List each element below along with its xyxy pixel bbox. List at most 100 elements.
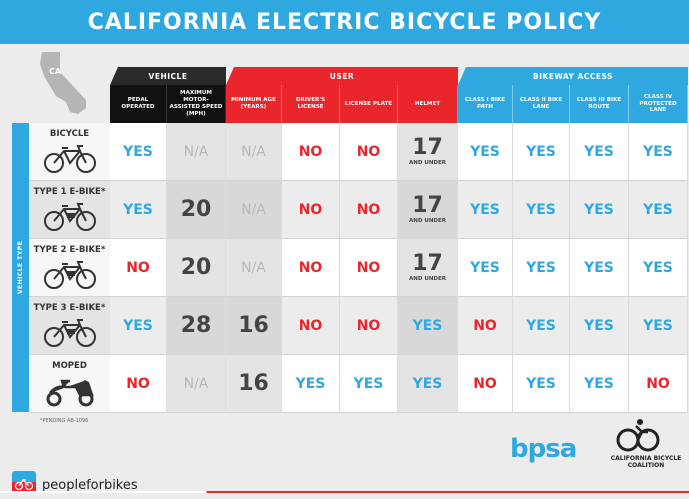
cell-value: NO <box>356 317 381 334</box>
cell-value: YES <box>643 201 673 218</box>
cell-value: 28 <box>180 312 212 338</box>
cell-value: YES <box>584 317 614 334</box>
column-header-license: DRIVER'S LICENSE <box>282 85 340 123</box>
cell-value: NO <box>298 317 323 334</box>
cell-value: YES <box>643 259 673 276</box>
cell-value: YES <box>123 317 153 334</box>
column-header-class2: CLASS II BIKE LANE <box>513 85 570 123</box>
column-header-pedal: PEDAL OPERATED <box>110 85 167 123</box>
cell-value: YES <box>526 143 556 160</box>
cell-subtext: AND UNDER <box>409 276 446 282</box>
cell-value: NO <box>473 375 497 392</box>
table-cell: YES <box>570 181 629 239</box>
table-cell: 16 <box>226 355 282 413</box>
column-header-class4: CLASS IV PROTECTED LANE <box>629 85 688 123</box>
cell-value: 16 <box>238 370 269 396</box>
vehicle-name: TYPE 3 E-BIKE* <box>33 303 106 313</box>
column-header-plate: LICENSE PLATE <box>340 85 398 123</box>
table-cell: NO <box>340 123 398 181</box>
table-cell: YES <box>570 297 629 355</box>
cell-value: NO <box>356 143 381 160</box>
table-cell: 17 AND UNDER <box>398 181 458 239</box>
table-cell: NO <box>629 355 688 413</box>
cell-value: 20 <box>180 196 212 222</box>
bottom-divider <box>0 491 689 493</box>
row-label: MOPED <box>29 355 110 413</box>
cell-value: YES <box>470 143 500 160</box>
ebike-icon <box>42 203 98 233</box>
table-cell: NO <box>458 355 513 413</box>
table-cell: YES <box>110 181 167 239</box>
cell-value: NO <box>298 259 323 276</box>
table-cell: YES <box>513 123 570 181</box>
title-bar: CALIFORNIA ELECTRIC BICYCLE POLICY <box>0 0 689 44</box>
table-cell: 20 <box>167 181 226 239</box>
table-cell: NO <box>282 297 340 355</box>
group-header-vehicle: VEHICLE <box>110 67 226 85</box>
table-cell: YES <box>570 355 629 413</box>
table-cell: YES <box>513 297 570 355</box>
cell-value: NO <box>298 201 323 218</box>
cell-value: YES <box>526 375 556 392</box>
table-cell: 16 <box>226 297 282 355</box>
vehicle-type-sidebar: VEHICLE TYPE <box>12 123 29 412</box>
table-cell: 28 <box>167 297 226 355</box>
vehicle-name: BICYCLE <box>49 129 90 139</box>
cell-value: NO <box>473 317 497 334</box>
table-cell: YES <box>398 297 458 355</box>
cell-value: 17 <box>412 193 443 218</box>
table-cell: NO <box>340 239 398 297</box>
cell-subtext: AND UNDER <box>409 218 446 224</box>
table-cell: 17 AND UNDER <box>398 239 458 297</box>
cell-value: YES <box>412 317 443 334</box>
cell-value: N/A <box>183 375 209 392</box>
page-title: CALIFORNIA ELECTRIC BICYCLE POLICY <box>87 9 602 35</box>
cell-value: YES <box>584 259 614 276</box>
column-header-class3: CLASS III BIKE ROUTE <box>570 85 629 123</box>
cell-value: YES <box>526 201 556 218</box>
cell-value: YES <box>412 375 443 392</box>
cell-value: N/A <box>183 143 209 160</box>
footnote: *PENDING AB-1096 <box>40 418 89 424</box>
cell-value: YES <box>353 375 384 392</box>
column-header-age: MINIMUM AGE (YEARS) <box>226 85 282 123</box>
table-cell: YES <box>282 355 340 413</box>
california-map-icon: CA <box>40 52 86 114</box>
table-cell: NO <box>340 297 398 355</box>
table-cell: N/A <box>167 355 226 413</box>
vehicle-name: TYPE 1 E-BIKE* <box>33 187 106 197</box>
table-cell: NO <box>282 123 340 181</box>
cell-value: YES <box>584 201 614 218</box>
table-cell: YES <box>458 181 513 239</box>
cell-value: N/A <box>241 143 266 160</box>
cell-value: 17 <box>412 251 443 276</box>
table-cell: YES <box>458 239 513 297</box>
table-cell: YES <box>340 355 398 413</box>
cell-value: NO <box>126 375 150 392</box>
column-header-class1: CLASS I BIKE PATH <box>458 85 513 123</box>
table-cell: YES <box>513 355 570 413</box>
cell-value: N/A <box>241 259 266 276</box>
cell-value: YES <box>526 259 556 276</box>
ebike-icon <box>42 319 98 349</box>
row-label: BICYCLE <box>29 123 110 181</box>
table-cell: NO <box>282 181 340 239</box>
cell-value: YES <box>526 317 556 334</box>
cell-value: 17 <box>412 135 443 160</box>
column-header-speed: MAXIMUM MOTOR-ASSISTED SPEED (MPH) <box>167 85 226 123</box>
cell-value: NO <box>126 259 150 276</box>
table-cell: N/A <box>226 123 282 181</box>
peopleforbikes-logo-icon <box>12 471 36 493</box>
row-label: TYPE 3 E-BIKE* <box>29 297 110 355</box>
vehicle-type-label: VEHICLE TYPE <box>17 240 24 295</box>
cell-value: YES <box>470 201 500 218</box>
group-header-user: USER <box>226 67 458 85</box>
table-cell: NO <box>458 297 513 355</box>
cell-value: NO <box>356 201 381 218</box>
map-label: CA <box>49 67 62 76</box>
row-label: TYPE 1 E-BIKE* <box>29 181 110 239</box>
table-cell: YES <box>110 123 167 181</box>
cell-value: YES <box>123 201 153 218</box>
table-cell: NO <box>282 239 340 297</box>
bpsa-logo: bpsa <box>510 434 577 464</box>
